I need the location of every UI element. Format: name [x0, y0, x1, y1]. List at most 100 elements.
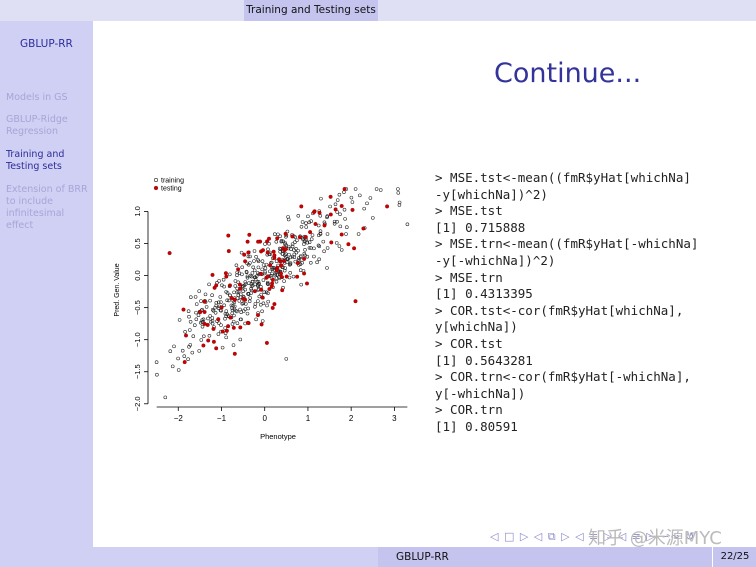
training-point: [365, 201, 369, 206]
testing-point: [280, 288, 285, 293]
sidebar-item-extension-brr[interactable]: Extension of BRR to include infinitesima…: [6, 184, 88, 231]
training-point: [244, 269, 249, 274]
training-point: [266, 299, 270, 304]
training-point: [253, 277, 258, 282]
testing-point: [211, 326, 216, 331]
training-point: [342, 207, 347, 212]
training-point: [304, 225, 308, 229]
training-point: [339, 248, 344, 252]
sidebar-item-models-in-gs[interactable]: Models in GS: [6, 92, 68, 103]
training-point: [284, 255, 288, 259]
testing-point: [283, 231, 288, 236]
training-point: [233, 284, 238, 288]
training-point: [310, 233, 315, 237]
training-point: [240, 272, 244, 277]
training-point: [268, 269, 272, 274]
slide-title: Continue...: [494, 58, 642, 89]
training-point: [200, 307, 204, 312]
training-point: [302, 251, 307, 256]
training-point: [250, 271, 255, 275]
training-point: [353, 187, 358, 191]
training-point: [234, 263, 239, 268]
training-point: [285, 257, 290, 262]
training-point: [188, 320, 193, 324]
training-point: [335, 219, 339, 224]
beamer-navigation-icons[interactable]: ◁ □ ▷ ◁ ⧉ ▷ ◁ ≡ ▷ ◁ ≡ ▷ ∽∾ ↺: [490, 530, 696, 543]
training-point: [248, 254, 252, 259]
x-tick-label: −1: [217, 414, 227, 423]
training-point: [274, 279, 279, 284]
sidebar-item-training-testing[interactable]: Training and Testing sets: [6, 149, 65, 172]
training-point: [260, 259, 265, 263]
training-point: [163, 395, 168, 400]
sidebar-title[interactable]: GBLUP-RR: [20, 38, 73, 50]
training-point: [214, 301, 219, 305]
training-point: [332, 219, 337, 224]
training-point: [316, 223, 321, 228]
training-point: [253, 305, 257, 309]
training-point: [254, 274, 259, 279]
training-point: [338, 212, 342, 217]
testing-point: [184, 333, 188, 338]
training-point: [309, 237, 314, 241]
training-point: [230, 322, 235, 326]
section-title[interactable]: Training and Testing sets: [244, 0, 378, 21]
training-point: [273, 272, 278, 276]
training-point: [294, 247, 298, 251]
training-point: [325, 246, 330, 250]
training-point: [177, 318, 182, 322]
training-point: [243, 282, 248, 286]
training-point: [221, 277, 226, 282]
training-point: [168, 349, 173, 353]
training-point: [199, 321, 203, 325]
testing-point: [342, 187, 347, 191]
training-point: [249, 274, 254, 279]
training-point: [219, 323, 223, 327]
testing-point: [284, 274, 289, 279]
testing-point: [265, 250, 270, 255]
training-point: [204, 305, 209, 309]
training-point: [241, 289, 245, 293]
testing-point: [281, 259, 286, 264]
training-point: [266, 291, 270, 296]
page-number: 22/25: [712, 547, 756, 567]
training-point: [343, 217, 347, 221]
training-point: [213, 311, 218, 315]
training-point: [224, 335, 228, 340]
training-point: [304, 221, 308, 225]
training-point: [309, 219, 313, 223]
training-point: [356, 232, 361, 236]
x-tick-label: −2: [174, 414, 184, 423]
sidebar-item-gblup-ridge[interactable]: GBLUP-Ridge Regression: [6, 114, 68, 137]
training-point: [186, 309, 191, 313]
training-point: [194, 302, 199, 306]
training-point: [267, 241, 271, 246]
training-point: [374, 187, 379, 191]
training-point: [296, 248, 300, 253]
training-point: [299, 254, 303, 258]
training-point: [260, 319, 265, 323]
testing-point: [211, 339, 216, 344]
training-point: [249, 291, 253, 295]
training-point: [325, 266, 329, 270]
training-point: [282, 279, 286, 283]
training-point: [188, 328, 192, 332]
testing-point: [302, 256, 307, 261]
training-point: [252, 268, 257, 273]
training-point: [275, 272, 279, 277]
training-point: [224, 290, 228, 294]
training-point: [251, 265, 255, 270]
testing-point: [252, 289, 257, 294]
training-point: [303, 248, 307, 252]
training-point: [289, 247, 293, 251]
training-point: [220, 283, 224, 288]
y-tick-label: −2.0: [133, 396, 142, 411]
testing-point: [299, 204, 304, 209]
training-point: [247, 281, 251, 285]
footer-bar: GBLUP-RR 22/25: [0, 547, 756, 567]
training-point: [238, 317, 243, 322]
training-point: [223, 326, 227, 330]
training-point: [288, 262, 293, 266]
training-point: [189, 295, 193, 299]
training-point: [337, 244, 342, 248]
